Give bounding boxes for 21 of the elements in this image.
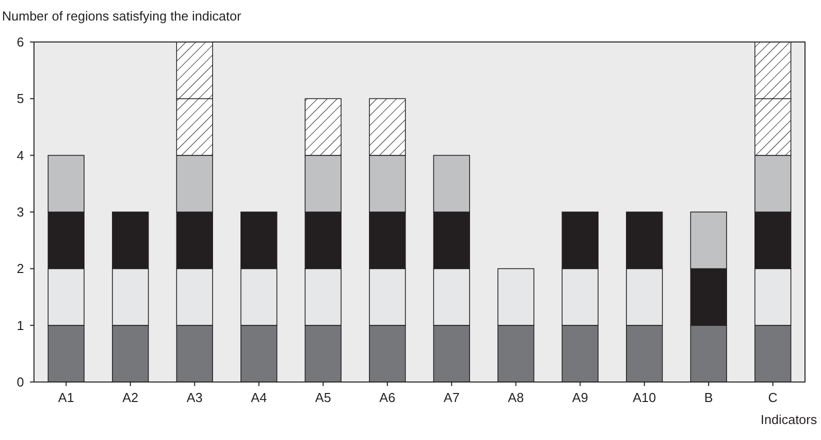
y-axis-title: Number of regions satisfying the indicator: [2, 8, 242, 24]
y-tick-label: 3: [16, 204, 24, 220]
x-tick-label: A2: [122, 390, 138, 405]
x-tick-label: A5: [315, 390, 332, 405]
y-tick-label: 5: [16, 91, 24, 106]
x-tick-label: B: [704, 390, 713, 405]
x-tick-label: A1: [58, 390, 74, 405]
y-tick-label: 6: [16, 34, 24, 50]
x-tick-label: A7: [444, 390, 460, 405]
x-tick-label: A6: [379, 390, 396, 405]
x-tick-label: A8: [508, 390, 524, 405]
x-axis-title: Indicators: [760, 412, 818, 427]
y-tick-label: 2: [16, 261, 24, 276]
x-tick-label: A10: [632, 390, 656, 405]
y-tick-label: 1: [16, 318, 24, 333]
y-tick-label: 4: [16, 148, 24, 163]
x-tick-label: A4: [250, 390, 267, 405]
x-tick-label: A9: [572, 390, 588, 405]
x-tick-label: A3: [186, 390, 203, 405]
y-tick-label: 0: [16, 374, 24, 390]
x-tick-label: C: [768, 390, 778, 405]
